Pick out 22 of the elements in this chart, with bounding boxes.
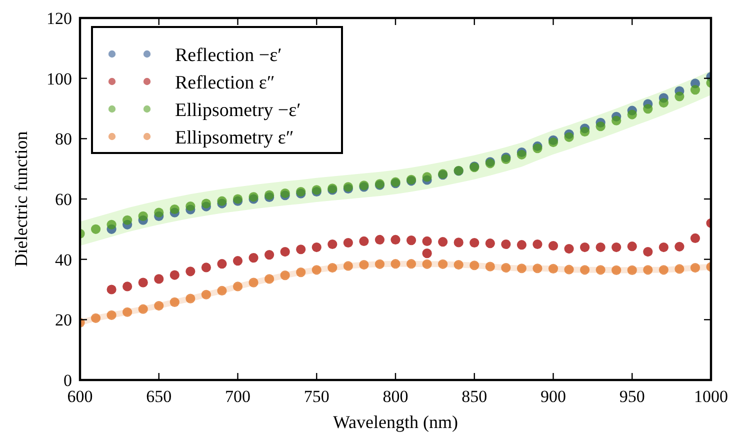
- y-tick-label: 0: [64, 371, 72, 390]
- x-tick-label: 650: [146, 387, 172, 406]
- legend-label: Ellipsometry −ε′: [175, 100, 301, 121]
- y-tick-label: 40: [55, 250, 72, 270]
- x-tick-label: 800: [382, 387, 408, 406]
- y-tick-label: 80: [55, 130, 72, 149]
- x-tick-label: 600: [67, 387, 93, 406]
- legend-label: Ellipsometry ε″: [175, 128, 294, 148]
- x-tick-label: 850: [462, 387, 488, 406]
- x-tick-label: 1000: [694, 387, 728, 406]
- x-tick-label: 900: [540, 387, 566, 406]
- y-tick-label: 120: [46, 9, 72, 28]
- x-tick-label: 700: [225, 387, 250, 406]
- x-axis-title: Wavelength (nm): [332, 412, 458, 432]
- x-tick-label: 750: [304, 387, 330, 406]
- y-tick-label: 60: [55, 190, 72, 209]
- y-axis-title: Dielectric function: [11, 131, 31, 267]
- legend-label: Reflection ε″: [175, 72, 275, 94]
- legend-label: Reflection −ε′: [175, 45, 282, 66]
- y-tick-label: 20: [55, 310, 72, 330]
- x-tick-label: 950: [619, 387, 645, 406]
- y-tick-label: 100: [46, 69, 72, 88]
